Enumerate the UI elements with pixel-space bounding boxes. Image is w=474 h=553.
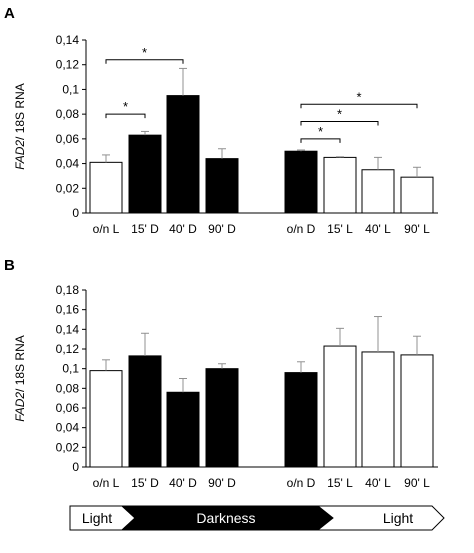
x-tick-label: 40' D (169, 222, 197, 236)
y-tick-label: 0,06 (56, 401, 80, 415)
bar (89, 370, 123, 468)
significance-bracket (105, 59, 184, 64)
y-axis-title-gene: FAD2 (13, 140, 27, 170)
bar (166, 391, 200, 468)
bar (205, 158, 239, 214)
significance-bracket (300, 121, 379, 126)
bar (361, 351, 395, 468)
bar (128, 355, 162, 468)
significance-star: * (318, 124, 323, 139)
significance-star: * (142, 45, 147, 60)
y-tick-label: 0 (72, 460, 79, 474)
x-tick-label: 40' L (365, 476, 391, 490)
y-tick-label: 0,02 (56, 440, 80, 454)
bar (361, 169, 395, 214)
bar (284, 372, 318, 468)
bar (284, 150, 318, 214)
x-tick-label: 40' D (169, 476, 197, 490)
significance-bracket (300, 103, 418, 109)
bar (323, 156, 357, 214)
y-tick-label: 0,14 (56, 33, 80, 47)
bar (89, 161, 123, 214)
x-tick-label: o/n D (287, 476, 316, 490)
significance-star: * (123, 99, 128, 114)
x-tick-label: 90' D (208, 222, 236, 236)
panel-a: A FAD2/ 18S RNA 0 0,02 0,04 0,06 0,08 0,1 0,12 0,… (4, 5, 438, 236)
y-tick-label: 0,14 (56, 322, 80, 336)
y-tick-label: 0,1 (62, 82, 79, 96)
y-tick-label: 0 (72, 206, 79, 220)
significance-bracket (300, 138, 341, 143)
y-axis-title: FAD2/ 18S RNA (13, 335, 27, 422)
y-axis-title-unit: / 18S RNA (13, 83, 27, 140)
x-tick-label: 40' L (365, 222, 391, 236)
y-axis-title-gene: FAD2 (13, 392, 27, 422)
y-tick-label: 0,18 (56, 283, 80, 297)
y-tick-label: 0,08 (56, 107, 80, 121)
x-tick-label: 15' D (131, 222, 159, 236)
y-axis-title-unit: / 18S RNA (13, 335, 27, 392)
y-tick-label: 0,06 (56, 132, 80, 146)
significance-bracket (105, 113, 146, 119)
x-tick-label: o/n D (287, 222, 316, 236)
bar (128, 134, 162, 214)
y-tick-label: 0,12 (56, 58, 80, 72)
significance-star: * (356, 89, 361, 104)
x-tick-label: 90' D (208, 476, 236, 490)
panel-label: A (4, 5, 15, 22)
significance-star: * (337, 107, 342, 122)
y-tick-label: 0,02 (56, 181, 80, 195)
x-tick-label: 15' D (131, 476, 159, 490)
y-axis-title: FAD2/ 18S RNA (13, 83, 27, 170)
y-tick-label: 0,08 (56, 381, 80, 395)
x-tick-label: 90' L (404, 476, 430, 490)
panel-label: B (4, 257, 15, 274)
bar (400, 176, 434, 214)
x-tick-label: 90' L (404, 222, 430, 236)
timeline-light-segment (316, 505, 445, 531)
timeline-label-darkness: Darkness (196, 510, 255, 526)
bar (205, 368, 239, 468)
x-tick-label: o/n L (93, 222, 120, 236)
panel-b: B FAD2/ 18S RNA 0 0,02 0,04 0,06 0,08 0,1 0,12 0,… (4, 257, 438, 490)
y-tick-label: 0,04 (56, 421, 80, 435)
bar (323, 345, 357, 468)
y-tick-label: 0,16 (56, 303, 80, 317)
timeline-label-light: Light (383, 510, 413, 526)
y-tick-label: 0,12 (56, 342, 80, 356)
timeline-bar: Light Darkness Light (69, 505, 445, 531)
x-tick-label: o/n L (93, 476, 120, 490)
x-tick-label: 15' L (327, 476, 353, 490)
y-tick-label: 0,1 (62, 362, 79, 376)
bar (400, 354, 434, 468)
y-tick-label: 0,04 (56, 157, 80, 171)
bar (166, 95, 200, 214)
timeline-label-light: Light (82, 510, 112, 526)
x-tick-label: 15' L (327, 222, 353, 236)
